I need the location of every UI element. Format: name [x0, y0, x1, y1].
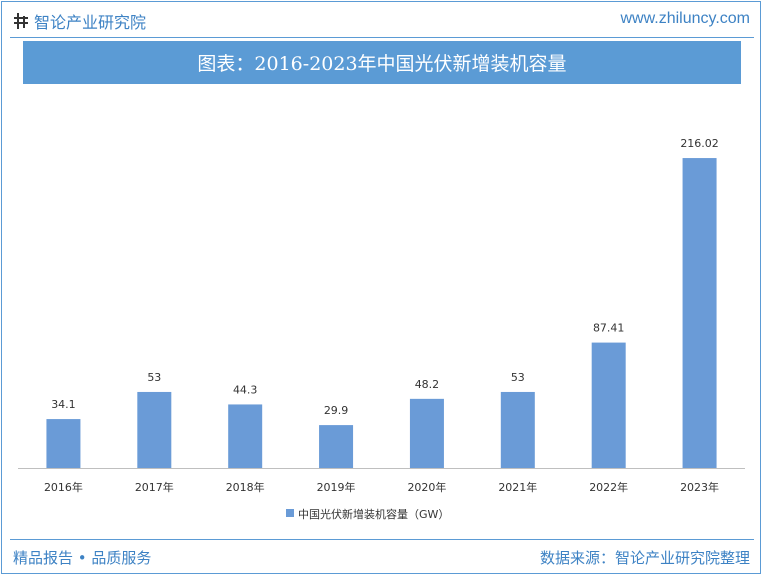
legend-label: 中国光伏新增装机容量（GW） — [298, 507, 449, 521]
data-label: 48.2 — [415, 378, 440, 391]
x-tick-label: 2022年 — [589, 480, 628, 494]
brand: 智论产业研究院 — [12, 9, 146, 33]
data-label: 53 — [147, 371, 161, 384]
footer-slogan: 精品报告 • 品质服务 — [13, 549, 152, 567]
brand-logo-icon — [14, 13, 28, 29]
bar — [682, 158, 717, 468]
x-tick-label: 2019年 — [317, 480, 356, 494]
data-label: 53 — [511, 371, 525, 384]
brand-name: 智论产业研究院 — [34, 13, 147, 32]
header-divider — [10, 37, 754, 38]
bar — [46, 419, 81, 468]
footer-source: 数据来源：智论产业研究院整理 — [539, 549, 750, 567]
data-label: 87.41 — [593, 322, 625, 335]
data-label: 216.02 — [680, 137, 719, 150]
chart-title-banner: 图表：2016-2023年中国光伏新增装机容量 — [23, 41, 741, 84]
footer-divider — [10, 539, 754, 540]
bar-chart: 34.1 2016年 53 2017年 44.3 2018年 29.9 2019年 48.2 20… — [18, 137, 745, 521]
chart-title: 图表：2016-2023年中国光伏新增装机容量 — [197, 53, 567, 75]
data-label: 29.9 — [324, 404, 349, 417]
bar — [319, 425, 354, 468]
x-tick-label: 2018年 — [226, 480, 265, 494]
bar — [409, 398, 444, 468]
x-tick-label: 2017年 — [135, 480, 174, 494]
bar — [137, 391, 172, 468]
data-label: 34.1 — [51, 398, 76, 411]
bar — [591, 342, 626, 468]
x-tick-label: 2020年 — [407, 480, 446, 494]
bar — [500, 391, 535, 468]
x-tick-label: 2021年 — [498, 480, 537, 494]
x-tick-label: 2023年 — [680, 480, 719, 494]
x-tick-label: 2016年 — [44, 480, 83, 494]
site-url[interactable]: www.zhiluncy.com — [620, 10, 750, 27]
legend-swatch — [286, 509, 294, 517]
data-label: 44.3 — [233, 383, 258, 396]
bar — [228, 404, 263, 468]
